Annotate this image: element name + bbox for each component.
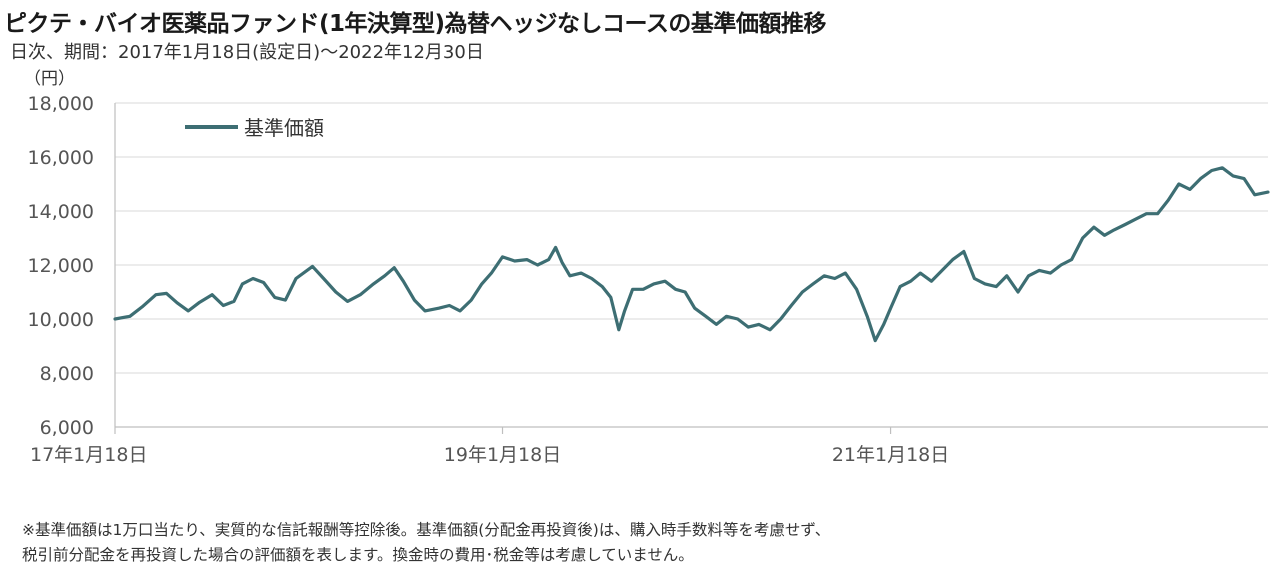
y-tick-label: 10,000	[28, 309, 94, 331]
x-tick-label: 21年1月18日	[832, 444, 949, 466]
line-chart: 6,000 8,000 10,000 12,000 14,000 16,000 18,000…	[28, 93, 1270, 466]
y-tick-label: 8,000	[40, 363, 94, 385]
y-tick-label: 18,000	[28, 93, 94, 115]
x-axis: 17年1月18日 19年1月18日 21年1月18日	[30, 103, 1268, 466]
y-tick-label: 12,000	[28, 255, 94, 277]
series-line	[113, 166, 1270, 343]
legend: 基準価額	[185, 116, 324, 140]
y-tick-label: 6,000	[40, 417, 94, 439]
gridlines	[115, 102, 1268, 374]
y-axis-unit: （円）	[24, 69, 75, 89]
footnote-line-2: 税引前分配金を再投資した場合の評価額を表します。換金時の費用･税金等は考慮してい…	[22, 546, 694, 564]
y-tick-label: 16,000	[28, 147, 94, 169]
chart-title: ピクテ・バイオ医薬品ファンド(1年決算型)為替ヘッジなしコースの基準価額推移	[4, 11, 826, 37]
y-tick-label: 14,000	[28, 201, 94, 223]
legend-label: 基準価額	[244, 116, 324, 140]
footnote-line-1: ※基準価額は1万口当たり、実質的な信託報酬等控除後。基準価額(分配金再投資後)は…	[22, 521, 831, 539]
x-tick-label: 17年1月18日	[30, 444, 147, 466]
chart-subtitle: 日次、期間：2017年1月18日(設定日)～2022年12月30日	[10, 42, 484, 63]
y-axis-ticks: 6,000 8,000 10,000 12,000 14,000 16,000 18,000	[28, 93, 94, 439]
series-group	[113, 166, 1270, 343]
x-tick-label: 19年1月18日	[444, 444, 561, 466]
